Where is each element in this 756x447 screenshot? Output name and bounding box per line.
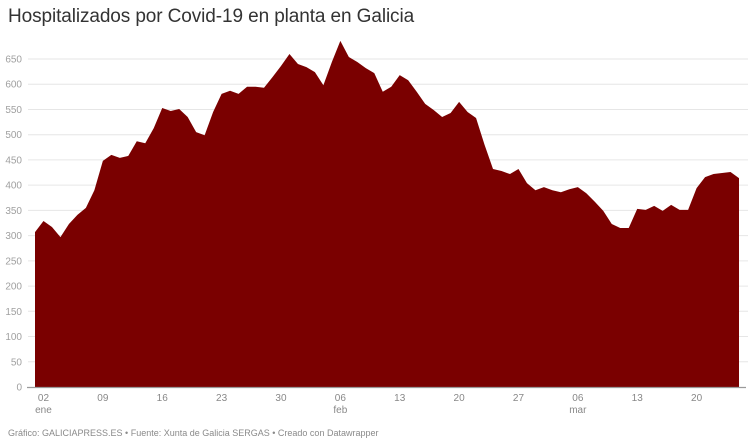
x-tick-label: 20 xyxy=(691,393,703,404)
y-tick-label: 50 xyxy=(11,357,23,368)
source-footer: Gráfico: GALICIAPRESS.ES • Fuente: Xunta… xyxy=(8,428,379,438)
y-tick-label: 400 xyxy=(5,181,22,192)
y-tick-label: 0 xyxy=(16,383,22,394)
y-axis: 0 50 100 150 200 250 300 350 400 450 500 550 600 650 xyxy=(5,55,22,394)
y-tick-label: 550 xyxy=(5,105,22,116)
x-tick-label: 27 xyxy=(513,393,525,404)
chart-title: Hospitalizados por Covid-19 en planta en… xyxy=(8,6,415,27)
y-tick-label: 250 xyxy=(5,256,22,267)
y-tick-label: 350 xyxy=(5,206,22,217)
y-tick-label: 150 xyxy=(5,307,22,318)
y-tick-label: 450 xyxy=(5,155,22,166)
x-tick-label: 09 xyxy=(97,393,109,404)
x-tick-label: 13 xyxy=(632,393,644,404)
x-tick-month-label: mar xyxy=(569,405,587,416)
x-tick-label: 30 xyxy=(275,393,287,404)
y-tick-label: 650 xyxy=(5,55,22,66)
x-tick-label: 16 xyxy=(157,393,169,404)
y-tick-label: 600 xyxy=(5,80,22,91)
y-tick-label: 300 xyxy=(5,231,22,242)
area-series xyxy=(35,40,739,387)
y-tick-label: 500 xyxy=(5,130,22,141)
y-tick-label: 200 xyxy=(5,282,22,293)
x-tick-label: 06 xyxy=(335,393,347,404)
x-tick-label: 06 xyxy=(572,393,584,404)
x-tick-label: 13 xyxy=(394,393,406,404)
y-tick-label: 100 xyxy=(5,332,22,343)
x-tick-month-label: ene xyxy=(35,405,52,416)
x-tick-label: 20 xyxy=(454,393,466,404)
x-tick-month-label: feb xyxy=(333,405,347,416)
x-tick-label: 23 xyxy=(216,393,228,404)
x-tick-label: 02 xyxy=(38,393,50,404)
